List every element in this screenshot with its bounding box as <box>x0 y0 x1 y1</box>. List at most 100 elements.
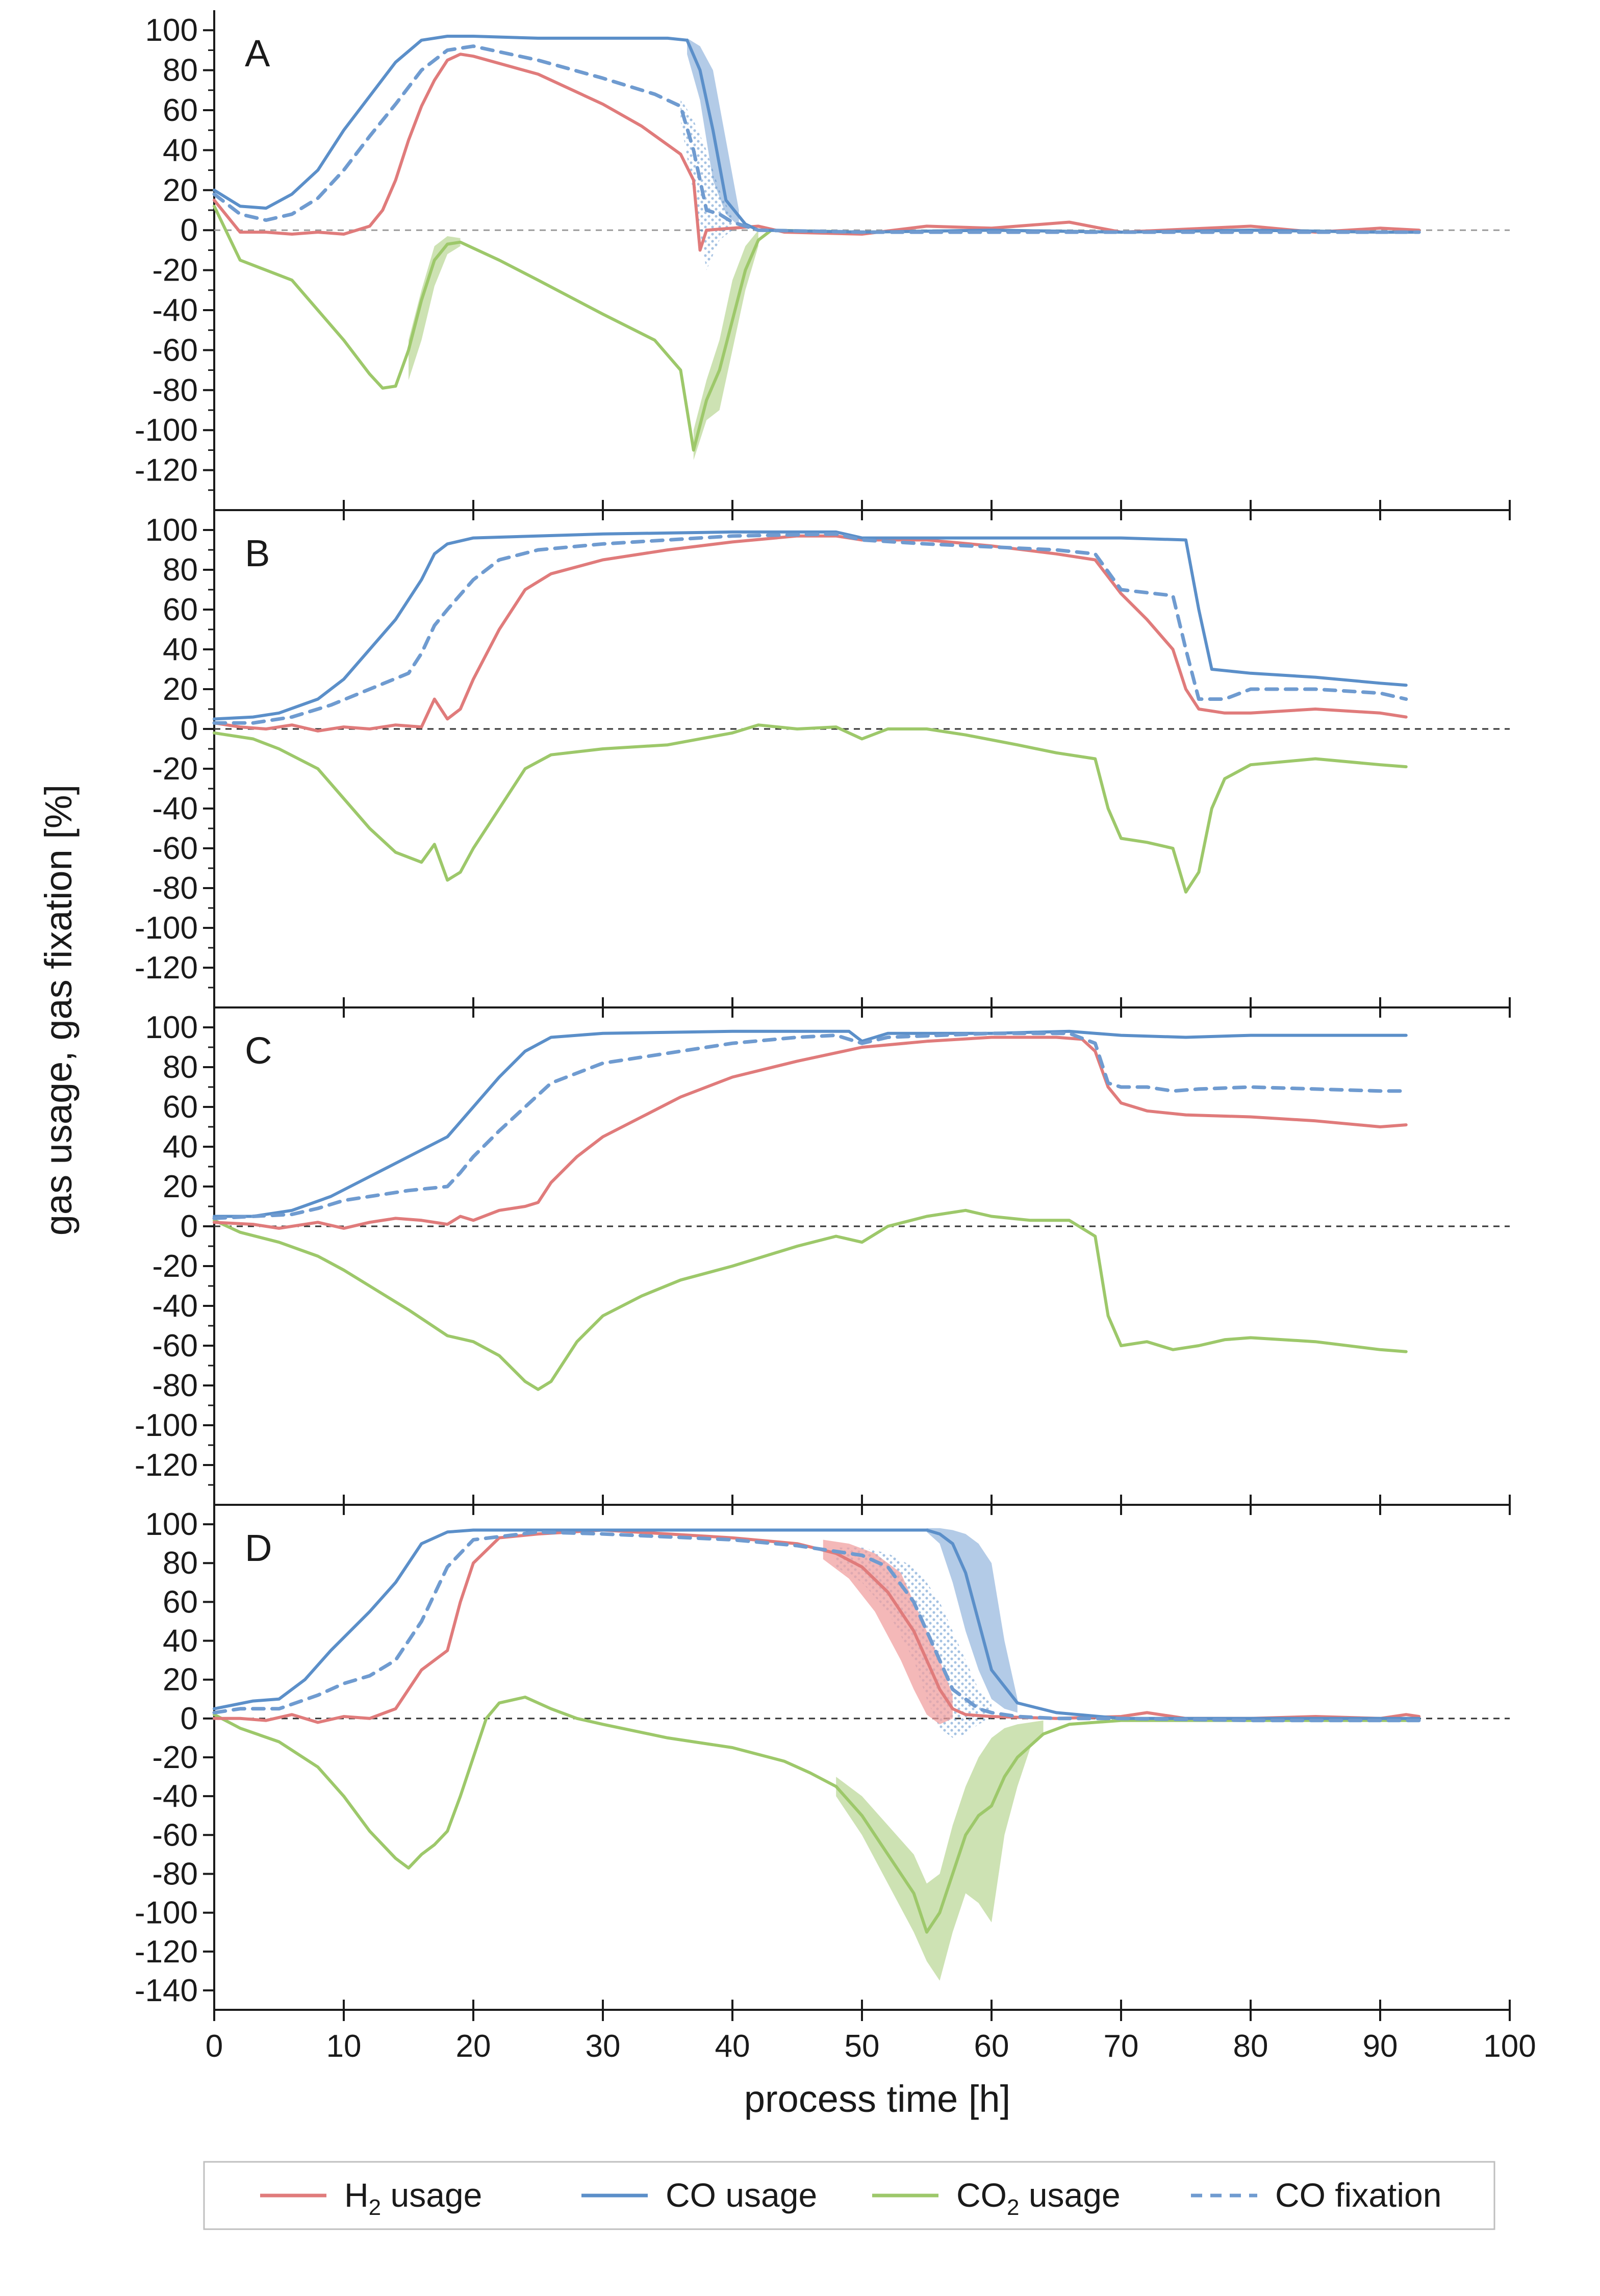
x-tick-label: 0 <box>206 2029 223 2064</box>
x-tick-label: 10 <box>326 2029 362 2064</box>
y-tick-label: -80 <box>152 871 198 906</box>
y-tick-label: 80 <box>163 552 198 588</box>
y-tick-label: 60 <box>163 1584 198 1620</box>
legend-label: CO2 usage <box>956 2176 1121 2220</box>
h2-line <box>213 53 1421 252</box>
y-tick-label: 80 <box>163 1050 198 1085</box>
legend-item-co2: CO2 usage <box>872 2176 1121 2220</box>
y-tick-label: -120 <box>135 950 198 986</box>
y-tick-label: 40 <box>163 632 198 667</box>
x-tick-label: 60 <box>974 2029 1009 2064</box>
x-tick-label: 50 <box>845 2029 880 2064</box>
y-tick-label: 20 <box>163 672 198 707</box>
co-line <box>213 1528 1421 1720</box>
x-tick-label: 70 <box>1104 2029 1139 2064</box>
co-line <box>213 1029 1408 1218</box>
chart-panels: 100806040200-20-40-60-80-100-120A1008060… <box>135 10 1536 2064</box>
y-tick-label: 0 <box>181 213 198 248</box>
x-tick-label: 20 <box>456 2029 491 2064</box>
y-tick-label: 60 <box>163 592 198 627</box>
co-band <box>927 1528 1018 1713</box>
fix-line <box>212 532 1408 725</box>
y-tick-label: -80 <box>152 373 198 408</box>
legend-item-co: CO usage <box>581 2176 817 2214</box>
legend-label: CO usage <box>666 2176 817 2214</box>
legend-label: CO fixation <box>1275 2176 1441 2214</box>
y-tick-label: -100 <box>135 1896 198 1931</box>
fix-line <box>212 44 1421 234</box>
y-tick-label: 0 <box>181 712 198 747</box>
y-tick-label: -120 <box>135 1934 198 1970</box>
y-tick-label: -120 <box>135 1448 198 1483</box>
x-tick-label: 30 <box>586 2029 621 2064</box>
y-tick-label: 20 <box>163 173 198 208</box>
legend: H2 usage CO usage CO2 usage CO fixation <box>203 2161 1495 2230</box>
x-tick-label: 40 <box>715 2029 750 2064</box>
panel-label: D <box>245 1527 272 1569</box>
y-tick-label: -20 <box>152 1249 198 1284</box>
y-tick-label: 20 <box>163 1662 198 1698</box>
y-tick-label: 0 <box>181 1701 198 1736</box>
h2-line <box>213 1528 1421 1724</box>
y-tick-label: 40 <box>163 1129 198 1165</box>
y-tick-label: 40 <box>163 133 198 168</box>
legend-item-fix: CO fixation <box>1191 2176 1441 2214</box>
y-tick-label: 80 <box>163 53 198 88</box>
panel-B: 100 80 60 40 20 0 -20 -40 -60 -80 -100 -120 B <box>135 510 1511 1018</box>
y-tick-label: -100 <box>135 413 198 448</box>
y-tick-label: -60 <box>152 1328 198 1364</box>
y-axis-title: gas usage, gas fixation [%] <box>37 785 80 1235</box>
co2-line <box>213 205 1421 452</box>
y-tick-label: 100 <box>145 1010 198 1045</box>
panel-label: A <box>245 32 270 74</box>
co-line <box>213 530 1408 721</box>
x-tick-label: 90 <box>1363 2029 1398 2064</box>
x-tick-label: 100 <box>1483 2029 1536 2064</box>
y-tick-label: 40 <box>163 1624 198 1659</box>
panel-C: 100 80 60 40 20 0 -20 -40 -60 -80 -100 -120 C <box>135 1007 1511 1515</box>
h2-band <box>823 1540 953 1725</box>
legend-item-h2: H2 usage <box>260 2176 482 2220</box>
y-tick-label: -100 <box>135 1408 198 1443</box>
y-tick-label: -140 <box>135 1973 198 2008</box>
co2-band <box>836 1720 1044 1981</box>
y-tick-label: -120 <box>135 453 198 488</box>
y-tick-label: -40 <box>152 1779 198 1814</box>
fix-line <box>212 1031 1408 1220</box>
y-tick-label: -80 <box>152 1368 198 1403</box>
y-tick-label: 80 <box>163 1546 198 1581</box>
y-tick-label: 20 <box>163 1169 198 1204</box>
co2-line <box>213 1208 1408 1391</box>
y-tick-label: -60 <box>152 1818 198 1853</box>
y-tick-label: -20 <box>152 253 198 288</box>
y-tick-label: -80 <box>152 1856 198 1891</box>
y-tick-label: -60 <box>152 333 198 368</box>
y-tick-label: -20 <box>152 1740 198 1775</box>
fix-band <box>680 98 732 270</box>
y-tick-label: 0 <box>181 1209 198 1244</box>
co-line <box>213 35 1421 234</box>
co2-line <box>213 723 1408 894</box>
panel-label: C <box>245 1029 272 1072</box>
y-tick-label: 60 <box>163 93 198 128</box>
legend-label: H2 usage <box>344 2176 482 2220</box>
y-tick-label: 100 <box>145 1507 198 1542</box>
x-tick-label: 80 <box>1233 2029 1268 2064</box>
y-tick-label: 100 <box>145 513 198 548</box>
y-tick-label: -40 <box>152 791 198 826</box>
h2-line <box>213 534 1408 733</box>
legend-box <box>203 2161 1495 2230</box>
y-tick-label: -40 <box>152 1289 198 1324</box>
co2-line <box>213 1696 1421 1934</box>
y-tick-label: -100 <box>135 911 198 946</box>
h2-line <box>213 1036 1408 1230</box>
fix-line <box>212 1530 1421 1723</box>
y-tick-label: -60 <box>152 831 198 866</box>
y-tick-label: -40 <box>152 293 198 328</box>
x-axis-title: process time [h] <box>744 2078 1010 2120</box>
y-tick-label: -20 <box>152 751 198 787</box>
y-tick-label: 100 <box>145 13 198 48</box>
panel-A: 100 80 60 40 20 0 -20 -40 -60 -80 -100 -120 A <box>135 10 1511 520</box>
